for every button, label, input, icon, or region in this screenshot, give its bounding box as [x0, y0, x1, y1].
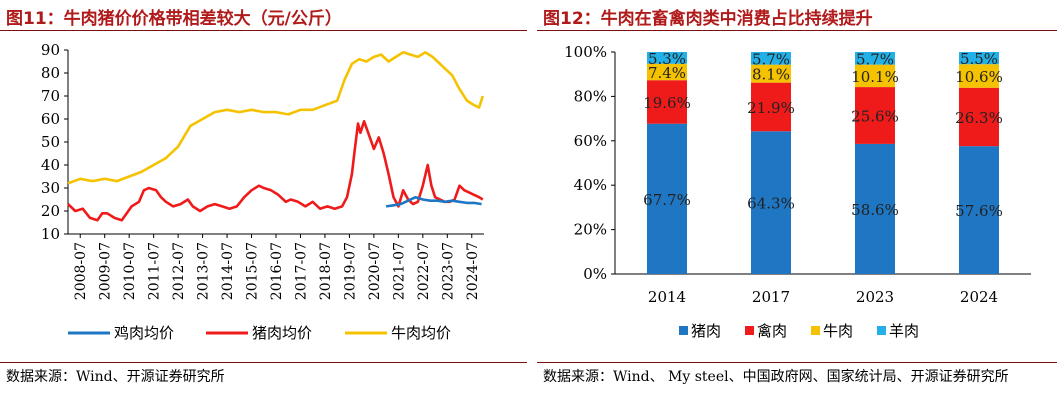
- x-tick-label: 2012-07: [171, 242, 187, 300]
- x-tick-label: 2018-07: [318, 242, 334, 300]
- legend-label: 羊肉: [889, 322, 919, 340]
- bar-segment: [647, 63, 687, 81]
- left-title-divider: [0, 30, 527, 31]
- data-label: 64.3%: [747, 195, 795, 213]
- y-tick-label: 70: [41, 87, 60, 105]
- legend-swatch: [811, 326, 820, 335]
- y-tick-label: 80%: [574, 87, 607, 105]
- y-tick-label: 50: [41, 133, 60, 151]
- bar-segment: [751, 131, 791, 274]
- right-source-divider: [537, 362, 1057, 363]
- x-tick-label: 2021-07: [391, 242, 407, 300]
- bar-segment: [855, 64, 895, 88]
- legend-label: 鸡肉均价: [114, 324, 174, 342]
- y-tick-label: 30: [41, 179, 60, 197]
- x-tick-label: 2020-07: [367, 242, 383, 300]
- data-label: 58.6%: [851, 201, 899, 219]
- x-tick-label: 2017: [752, 288, 790, 306]
- x-tick-label: 2015-07: [245, 242, 261, 300]
- data-label: 5.7%: [752, 50, 790, 68]
- data-label: 25.6%: [851, 107, 899, 125]
- right-chart-source: 数据来源：Wind、 My steel、中国政府网、国家统计局、开源证券研究所: [543, 369, 1009, 385]
- legend-label: 猪肉: [691, 322, 721, 340]
- x-tick-label: 2019-07: [342, 242, 358, 300]
- y-tick-label: 90: [41, 41, 60, 59]
- x-tick-label: 2024-07: [465, 242, 481, 300]
- x-tick-label: 2022-07: [416, 242, 432, 300]
- y-tick-label: 20%: [574, 221, 607, 239]
- legend-swatch: [745, 326, 754, 335]
- bar-segment: [959, 64, 999, 88]
- bar-segment: [959, 87, 999, 147]
- data-label: 57.6%: [955, 202, 1003, 220]
- data-label: 19.6%: [643, 94, 691, 112]
- legend-label: 牛肉均价: [391, 324, 451, 342]
- x-tick-label: 2014: [648, 288, 686, 306]
- data-label: 10.6%: [955, 68, 1003, 86]
- data-label: 21.9%: [747, 99, 795, 117]
- bar-segment: [855, 87, 895, 144]
- data-label: 5.3%: [648, 50, 686, 68]
- bar-segment: [855, 52, 895, 65]
- y-tick-label: 40: [41, 156, 60, 174]
- legend-label: 牛肉: [823, 322, 853, 340]
- series-line-chicken: [385, 195, 482, 208]
- data-label: 5.7%: [856, 50, 894, 68]
- x-tick-label: 2016-07: [269, 242, 285, 300]
- bar-segment: [959, 146, 999, 274]
- data-label: 10.1%: [851, 68, 899, 86]
- left-source-divider: [0, 362, 527, 363]
- bar-segment: [855, 143, 895, 274]
- left-chart-title: 图11：牛肉猪价价格带相差较大（元/公斤）: [6, 9, 342, 29]
- left-chart-source: 数据来源：Wind、开源证券研究所: [6, 369, 225, 385]
- x-tick-label: 2023: [856, 288, 894, 306]
- y-tick-label: 10: [41, 225, 60, 243]
- data-label: 7.4%: [648, 64, 686, 82]
- y-tick-label: 60%: [574, 132, 607, 150]
- legend-label: 猪肉均价: [252, 324, 312, 342]
- bar-segment: [647, 80, 687, 124]
- x-tick-label: 2024: [960, 288, 998, 306]
- bar-segment: [751, 64, 791, 83]
- stacked-bar-chart: 0% 20% 40% 60% 80% 100% 2014 67.7% 19.6% 7.4%5.3%…: [564, 43, 1031, 340]
- y-tick-label: 100%: [564, 43, 607, 61]
- legend-swatch: [877, 326, 886, 335]
- bar-segment: [959, 52, 999, 65]
- x-tick-label: 2017-07: [293, 242, 309, 300]
- right-chart-panel: 图12：牛肉在畜禽肉类中消费占比持续提升 0% 20% 40% 60% 80% 100% 2…: [537, 0, 1057, 401]
- data-label: 8.1%: [752, 66, 790, 84]
- line-chart: 10 20 30 40 50 60 70 80 90 2008-07 2009-07 2010-07 2…: [41, 41, 485, 342]
- series-line-pork: [67, 120, 484, 222]
- data-label: 26.3%: [955, 109, 1003, 127]
- x-tick-label: 2009-07: [98, 242, 114, 300]
- x-tick-label: 2011-07: [147, 242, 163, 300]
- y-tick-label: 80: [41, 64, 60, 82]
- left-chart-panel: 图11：牛肉猪价价格带相差较大（元/公斤） 10 20 30 40 50 60 70 80 90…: [0, 0, 527, 401]
- right-title-divider: [537, 30, 1057, 31]
- bar-segment: [647, 52, 687, 64]
- y-tick-label: 40%: [574, 176, 607, 194]
- legend-label: 禽肉: [757, 322, 787, 340]
- y-tick-label: 0%: [583, 265, 607, 283]
- right-chart-title: 图12：牛肉在畜禽肉类中消费占比持续提升: [543, 9, 873, 29]
- data-label: 5.5%: [960, 50, 998, 68]
- bar-segment: [751, 52, 791, 65]
- legend-swatch: [679, 326, 688, 335]
- series-line-beef: [67, 51, 485, 185]
- y-tick-label: 60: [41, 110, 60, 128]
- y-tick-label: 20: [41, 202, 60, 220]
- x-tick-label: 2023-07: [440, 242, 456, 300]
- bar-segment: [751, 82, 791, 132]
- x-tick-label: 2008-07: [73, 242, 89, 300]
- x-tick-label: 2014-07: [220, 242, 236, 300]
- bar-segment: [647, 123, 687, 275]
- x-tick-label: 2013-07: [196, 242, 212, 300]
- x-tick-label: 2010-07: [122, 242, 138, 300]
- data-label: 67.7%: [643, 191, 691, 209]
